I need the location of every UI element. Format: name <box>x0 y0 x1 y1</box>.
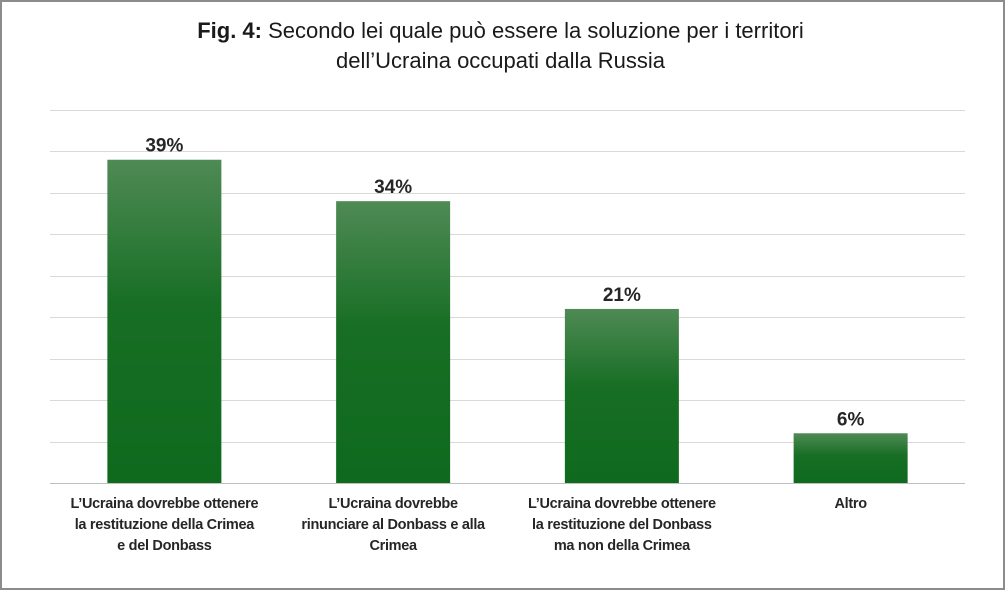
value-labels: 39% 34% 21% 6% <box>145 136 864 431</box>
category-label-line: L’Ucraina dovrebbe <box>328 496 458 512</box>
category-label: L’Ucraina dovrebbe ottenere la restituzio… <box>502 494 742 557</box>
bar <box>793 433 908 483</box>
value-label: 21% <box>603 285 641 306</box>
category-label-line: ma non della Crimea <box>553 538 690 554</box>
bars <box>107 159 908 483</box>
title-line-2: dell’Ucraina occupati dalla Russia <box>336 48 665 73</box>
value-label: 34% <box>374 177 412 198</box>
category-label-line: Altro <box>834 496 867 512</box>
category-label-line: L’Ucraina dovrebbe ottenere <box>70 496 259 512</box>
title-line-1: Secondo lei quale può essere la soluzion… <box>268 18 804 43</box>
category-label-line: L’Ucraina dovrebbe ottenere <box>528 496 716 512</box>
bar <box>336 201 451 483</box>
category-label-line: la restituzione del Donbass <box>532 517 712 533</box>
value-label: 39% <box>145 136 183 157</box>
bar <box>564 308 679 483</box>
category-label: Altro <box>731 494 971 515</box>
category-label-line: e del Donbass <box>117 538 212 554</box>
category-label-line: rinunciare al Donbass e alla <box>301 517 485 533</box>
figure-number: Fig. 4: <box>197 18 262 43</box>
value-label: 6% <box>837 409 865 430</box>
category-label-line: Crimea <box>369 538 417 554</box>
bar <box>107 159 222 483</box>
category-label-line: la restituzione della Crimea <box>74 517 255 533</box>
category-label: L’Ucraina dovrebbe rinunciare al Donbass … <box>273 494 513 557</box>
category-label: L’Ucraina dovrebbe ottenere la restituzio… <box>44 494 284 557</box>
chart-title: Fig. 4: Secondo lei quale può essere la … <box>0 16 1001 76</box>
